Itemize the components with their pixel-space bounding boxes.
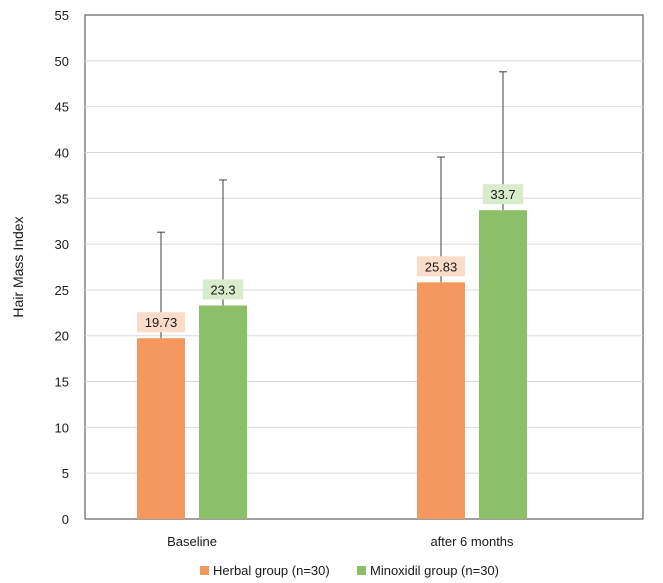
y-tick-label: 40 (55, 145, 69, 160)
y-axis-title: Hair Mass Index (10, 216, 26, 317)
bars (137, 210, 527, 519)
y-tick-label: 25 (55, 283, 69, 298)
legend-swatch (357, 566, 366, 575)
data-label-box (417, 256, 465, 277)
data-label: 19.73 (145, 315, 178, 330)
y-tick-label: 20 (55, 329, 69, 344)
y-tick-label: 45 (55, 100, 69, 115)
data-label: 23.3 (210, 282, 235, 297)
bar (417, 282, 465, 519)
y-tick-label: 15 (55, 375, 69, 390)
legend: Herbal group (n=30) Minoxidil group (n=30… (200, 563, 499, 578)
y-tick-label: 0 (62, 512, 69, 527)
data-label-box (202, 279, 244, 300)
data-label-box (137, 312, 185, 333)
legend-label: Herbal group (n=30) (213, 563, 330, 578)
y-tick-label: 35 (55, 191, 69, 206)
y-tick-label: 55 (55, 8, 69, 23)
y-tick-label: 30 (55, 237, 69, 252)
bar (137, 338, 185, 519)
y-axis-tick-labels: 0 5 10 15 20 25 30 35 40 45 50 55 (55, 8, 69, 527)
bar (199, 305, 247, 519)
y-tick-label: 5 (62, 466, 69, 481)
y-tick-label: 10 (55, 420, 69, 435)
x-category-label: Baseline (167, 534, 217, 549)
x-category-label: after 6 months (430, 534, 514, 549)
data-labels: 19.73 25.83 23.3 33.7 (137, 184, 524, 333)
data-label: 25.83 (425, 259, 458, 274)
data-label: 33.7 (490, 187, 515, 202)
y-tick-label: 50 (55, 54, 69, 69)
bar (479, 210, 527, 519)
legend-swatch (200, 566, 209, 575)
x-axis-category-labels: Baseline after 6 months (167, 534, 514, 549)
legend-label: Minoxidil group (n=30) (370, 563, 499, 578)
data-label-box (482, 184, 524, 205)
